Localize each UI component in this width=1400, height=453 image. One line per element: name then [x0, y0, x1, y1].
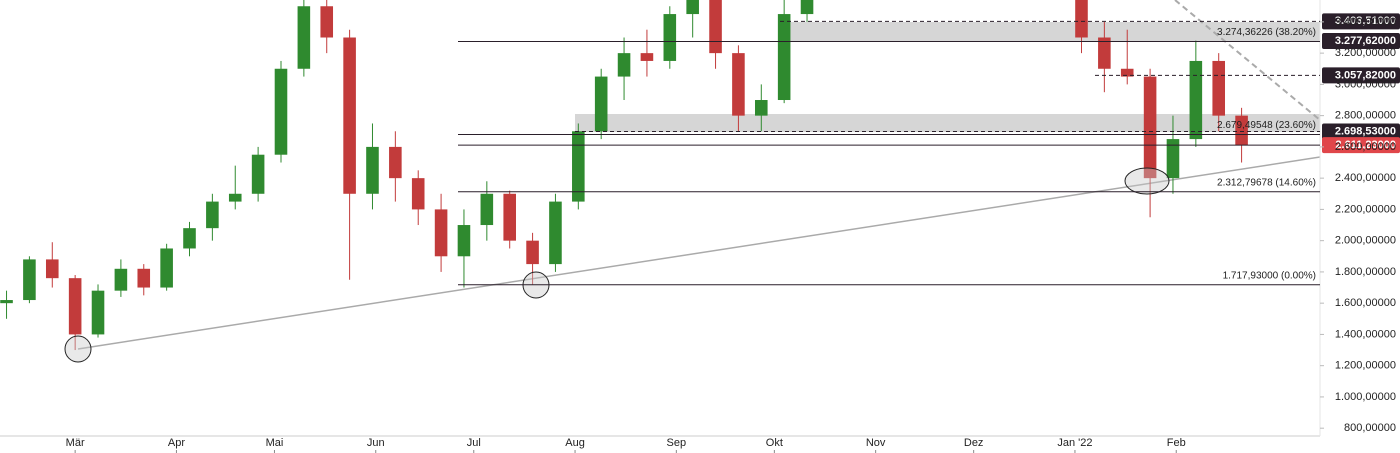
price-tag	[1322, 13, 1400, 30]
price-tag	[1322, 137, 1400, 154]
x-tick-label: Jul	[467, 437, 481, 449]
x-tick-label: Apr	[168, 437, 185, 449]
price-tag	[1322, 33, 1400, 50]
candle-body	[297, 6, 311, 69]
candle-body	[137, 268, 151, 288]
candle-body	[1143, 76, 1157, 179]
candle-body	[457, 225, 471, 257]
price-tag-label: 2.611,23000	[1335, 139, 1396, 151]
price-tag-label: 3.277,62000	[1335, 35, 1396, 47]
x-tick-label: Aug	[565, 437, 585, 449]
y-tick-label: 2.600,00000	[1335, 141, 1396, 153]
y-tick-label: 1.200,00000	[1335, 360, 1396, 372]
candle-body	[1166, 139, 1180, 179]
candle-body	[0, 300, 13, 304]
candle-body	[434, 209, 448, 257]
x-tick-label: Jun	[367, 437, 385, 449]
support-zone	[575, 114, 1320, 132]
candle-body	[1120, 68, 1134, 77]
x-tick-label: Mai	[266, 437, 284, 449]
x-tick-label: Feb	[1167, 437, 1186, 449]
candle-body	[274, 68, 288, 155]
price-tag-label: 2.698,53000	[1335, 125, 1396, 137]
candle-body	[686, 0, 699, 15]
trend-line	[77, 156, 1320, 350]
candle-body	[549, 201, 562, 265]
x-tick-label: Dez	[964, 437, 984, 449]
x-tick-label: Mär	[66, 437, 85, 449]
candle-body	[617, 53, 631, 77]
candle-body	[228, 193, 242, 202]
candle-body	[114, 268, 128, 291]
candle-body	[1212, 60, 1226, 116]
y-tick-label: 3.400,00000	[1335, 16, 1396, 28]
y-tick-label: 2.800,00000	[1335, 110, 1396, 122]
fib-label: 1.717,93000 (0.00%)	[1223, 270, 1316, 281]
y-tick-label: 3.000,00000	[1335, 78, 1396, 90]
candle-body	[160, 248, 173, 288]
candle-body	[640, 53, 654, 61]
y-tick-label: 2.200,00000	[1335, 203, 1396, 215]
candle-body	[526, 240, 539, 265]
y-tick-label: 3.200,00000	[1335, 47, 1396, 59]
candle-body	[1098, 37, 1111, 69]
fib-label: 2.679,49548 (23.60%)	[1217, 120, 1316, 131]
candle-body	[183, 228, 196, 249]
candle-body	[389, 146, 402, 179]
price-tag-label: 3.057,82000	[1335, 69, 1396, 81]
marker-circle	[64, 335, 92, 363]
x-tick-label: Nov	[866, 437, 886, 449]
fib-label: 2.312,79678 (14.60%)	[1217, 177, 1316, 188]
candle-body	[777, 14, 791, 101]
y-tick-label: 2.000,00000	[1335, 235, 1396, 247]
annotations: 3.274,36226 (38.20%) 2.679,49548 (23.60%)…	[0, 0, 1400, 437]
x-tick-label: Okt	[766, 437, 783, 449]
candle-body	[663, 14, 677, 61]
y-tick-label: 800,00000	[1344, 422, 1396, 434]
y-tick-label: 2.400,00000	[1335, 172, 1396, 184]
marker-circle	[1124, 167, 1170, 195]
candle-body	[1235, 115, 1248, 146]
x-tick-label: Sep	[667, 437, 687, 449]
candle-body	[68, 278, 82, 335]
candle-body	[800, 0, 814, 15]
y-tick-label: 1.600,00000	[1335, 297, 1396, 309]
candle-body	[709, 0, 722, 54]
candle-body	[1189, 60, 1203, 140]
candle-body	[206, 201, 219, 229]
candle-body	[343, 37, 356, 194]
candle-body	[320, 6, 334, 38]
candle-body	[1075, 0, 1088, 38]
candle-body	[251, 154, 265, 194]
candle-body	[23, 259, 36, 301]
x-tick-label: Jan '22	[1057, 437, 1092, 449]
trend-line	[1174, 0, 1320, 121]
price-tag-label: 3.403,51000	[1335, 15, 1396, 27]
candle-body	[480, 193, 494, 226]
price-tag	[1322, 123, 1400, 140]
fib-label: 3.274,36226 (38.20%)	[1217, 27, 1316, 38]
candle-body	[594, 76, 608, 132]
candle-body	[572, 131, 585, 202]
y-tick-label: 1.800,00000	[1335, 266, 1396, 278]
y-tick-label: 1.400,00000	[1335, 328, 1396, 340]
candle-body	[754, 100, 768, 116]
candle-body	[45, 259, 59, 279]
candle-body	[411, 178, 425, 210]
candle-body	[503, 193, 516, 241]
candle-body	[91, 290, 105, 335]
y-tick-label: 1.000,00000	[1335, 391, 1396, 403]
candles	[0, 0, 1248, 351]
candle-body	[732, 53, 745, 116]
candle-body	[366, 146, 379, 194]
resistance-zone	[780, 22, 1320, 41]
price-tag	[1322, 67, 1400, 84]
